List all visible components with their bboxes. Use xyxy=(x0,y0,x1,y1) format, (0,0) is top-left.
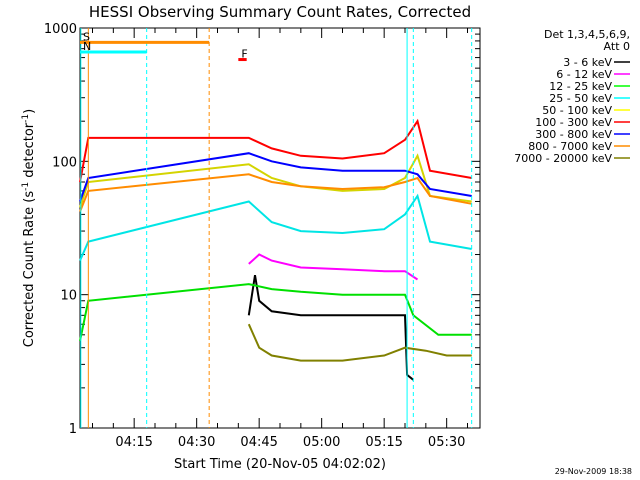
series-line xyxy=(247,275,414,381)
y-axis-ticks: 1 10 100 1000 xyxy=(44,22,480,437)
legend-title-2: Att 0 xyxy=(604,40,630,53)
legend-item-label: 6 - 12 keV xyxy=(556,68,612,81)
y-axis-label-main: Corrected Count Rate (s xyxy=(22,191,37,348)
series-line xyxy=(79,193,472,262)
generation-timestamp: 29-Nov-2009 18:38 xyxy=(555,467,632,476)
legend-item-label: 50 - 100 keV xyxy=(542,104,612,117)
series-line xyxy=(79,153,472,208)
x-tick-label: 04:45 xyxy=(240,435,277,450)
plot-area: 1 10 100 1000 04:15 04:30 04:45 05:00 05:15 05:3… xyxy=(44,22,481,450)
y-axis-label: Corrected Count Rate (s-1 detector-1) xyxy=(21,109,37,347)
x-tick-label: 04:30 xyxy=(178,435,215,450)
y-tick-label: 10 xyxy=(60,289,77,304)
chart-title: HESSI Observing Summary Count Rates, Cor… xyxy=(89,3,471,21)
y-tick-label: 1 xyxy=(69,422,77,437)
series-line xyxy=(248,253,419,281)
series-line xyxy=(79,118,472,183)
legend-item-label: 300 - 800 keV xyxy=(535,128,612,141)
series-line xyxy=(247,323,472,362)
x-tick-label: 05:00 xyxy=(303,435,340,450)
x-tick-label: 05:30 xyxy=(428,435,465,450)
y-axis-label-sup1: -1 xyxy=(21,182,31,191)
legend-title-1: Det 1,3,4,5,6,9, xyxy=(544,28,630,41)
y-axis-label-end: ) xyxy=(22,109,37,114)
legend-item-label: 12 - 25 keV xyxy=(549,80,612,93)
flag-label: N xyxy=(83,40,91,53)
legend-item-label: 3 - 6 keV xyxy=(563,56,612,69)
legend-item-label: 7000 - 20000 keV xyxy=(514,152,612,165)
y-axis-label-sup2: -1 xyxy=(21,114,31,123)
flag-label: F xyxy=(241,48,247,61)
x-axis-ticks: 04:15 04:30 04:45 05:00 05:15 05:30 xyxy=(92,28,468,450)
flag-layer: SN F xyxy=(80,28,473,428)
series-line xyxy=(79,173,472,212)
y-tick-label: 100 xyxy=(52,155,77,170)
series-layer xyxy=(79,118,472,381)
series-line xyxy=(79,152,472,202)
x-axis-label: Start Time (20-Nov-05 04:02:02) xyxy=(174,457,386,472)
legend-item-label: 800 - 7000 keV xyxy=(528,140,612,153)
x-tick-label: 04:15 xyxy=(115,435,152,450)
legend-item-label: 25 - 50 keV xyxy=(549,92,612,105)
series-line xyxy=(79,283,472,342)
flag-label: S xyxy=(83,30,90,43)
y-axis-label-mid: detector xyxy=(22,122,37,182)
legend-item-label: 100 - 300 keV xyxy=(535,116,612,129)
x-tick-label: 05:15 xyxy=(365,435,402,450)
y-tick-label: 1000 xyxy=(44,22,77,37)
